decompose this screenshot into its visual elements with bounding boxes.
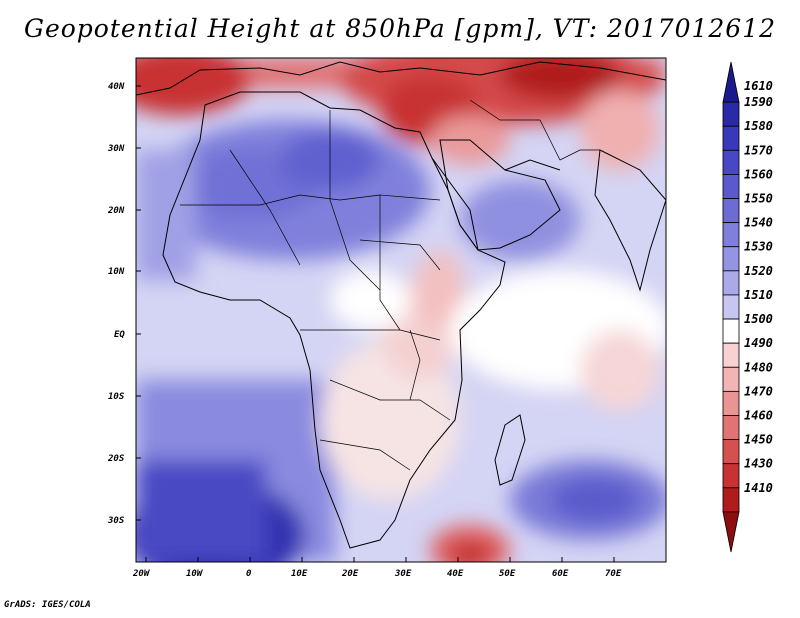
colorbar-swatch	[722, 318, 740, 344]
colorbar-swatch	[722, 125, 740, 151]
colorbar-swatch	[722, 463, 740, 489]
colorbar: 1610 1590 1580 1570 1560 1550 1540 1530 1520 1510…	[722, 61, 773, 553]
colorbar-label: 1520	[744, 264, 773, 278]
height-field	[136, 58, 666, 562]
colorbar-label: 1460	[744, 408, 773, 422]
colorbar-swatch	[722, 294, 740, 320]
lat-tick-label: 20N	[107, 206, 125, 216]
colorbar-swatch	[722, 198, 740, 224]
footer-credit: GrADS: IGES/COLA	[4, 600, 91, 610]
colorbar-label: 1500	[744, 312, 773, 326]
colorbar-label: 1560	[744, 167, 773, 181]
colorbar-label: 1530	[744, 240, 773, 254]
lat-tick-label: EQ	[114, 330, 125, 340]
coastlines	[136, 61, 666, 549]
lon-tick-label: 10W	[186, 569, 204, 579]
colorbar-swatch	[722, 415, 740, 440]
colorbar-label: 1610	[744, 79, 773, 93]
colorbar-label: 1470	[744, 384, 773, 398]
colorbar-label: 1570	[744, 143, 773, 157]
lat-tick-label: 30S	[107, 516, 125, 526]
lat-tick-label: 20S	[107, 454, 125, 464]
map-frame	[135, 57, 667, 563]
colorbar-swatch	[722, 61, 740, 103]
colorbar-swatch	[722, 101, 740, 127]
colorbar-swatch	[722, 511, 740, 553]
colorbar-label: 1510	[744, 288, 773, 302]
lon-tick-label: 0	[246, 569, 252, 579]
colorbar-label: 1480	[744, 360, 773, 374]
lat-tick-label: 10N	[108, 267, 125, 277]
lat-tick-label: 30N	[107, 144, 125, 154]
colorbar-label: 1430	[744, 457, 773, 471]
colorbar-swatch	[722, 342, 740, 368]
lon-tick-label: 20E	[341, 569, 359, 579]
lat-tick-label: 40N	[108, 82, 125, 92]
lon-axis: 20W 10W 0 10E 20E 30E 40E 50E 60E 70E	[132, 557, 622, 579]
colorbar-swatch	[722, 487, 740, 513]
colorbar-swatch	[722, 270, 740, 296]
colorbar-label: 1490	[744, 336, 773, 350]
lon-tick-label: 50E	[499, 569, 516, 579]
chart-title: Geopotential Height at 850hPa [gpm], VT:…	[23, 14, 777, 43]
lon-tick-label: 60E	[552, 569, 569, 579]
lat-tick-label: 10S	[108, 392, 125, 402]
colorbar-swatch	[722, 246, 740, 272]
lon-tick-label: 70E	[605, 569, 622, 579]
colorbar-swatch	[722, 222, 740, 248]
lat-axis: 40N 30N 20N 10N EQ 10S 20S 30S	[107, 82, 141, 526]
colorbar-label: 1590	[744, 95, 773, 109]
lon-tick-label: 40E	[447, 569, 464, 579]
colorbar-swatch	[722, 174, 740, 199]
colorbar-label: 1450	[744, 433, 773, 447]
lon-tick-label: 30E	[394, 569, 412, 579]
lon-tick-label: 20W	[132, 569, 151, 579]
colorbar-label: 1540	[744, 216, 773, 230]
colorbar-swatch	[722, 390, 740, 416]
colorbar-label: 1580	[744, 119, 773, 133]
colorbar-label: 1550	[744, 192, 773, 206]
colorbar-swatch	[722, 439, 740, 465]
colorbar-swatch	[722, 366, 740, 392]
lon-tick-label: 10E	[291, 569, 308, 579]
country-borders	[180, 99, 600, 471]
colorbar-label: 1410	[744, 481, 773, 495]
colorbar-swatch	[722, 149, 740, 175]
